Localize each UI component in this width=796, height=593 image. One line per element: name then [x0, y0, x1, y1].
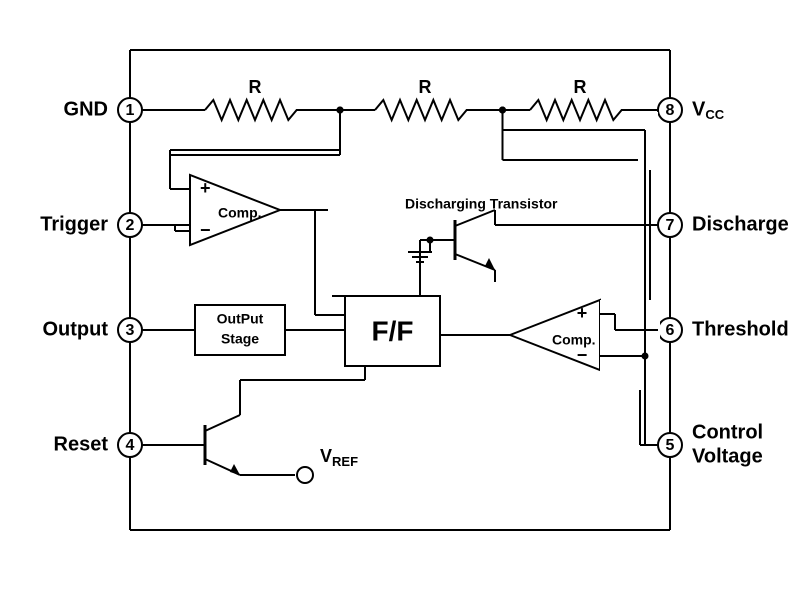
svg-text:Threshold: Threshold	[692, 318, 789, 340]
svg-text:5: 5	[666, 437, 675, 454]
diagram: 1 GND 2 Trigger 3 Output 4 Reset 8 VCC 7 Discharge 6…	[0, 0, 796, 593]
svg-text:Stage: Stage	[221, 331, 259, 347]
svg-text:+: +	[200, 178, 211, 198]
svg-text:−: −	[577, 345, 588, 365]
svg-text:R: R	[419, 77, 432, 97]
svg-text:VREF: VREF	[320, 446, 358, 470]
svg-text:3: 3	[126, 322, 135, 339]
svg-text:−: −	[200, 220, 211, 240]
svg-text:OutPut: OutPut	[217, 311, 264, 327]
svg-text:Output: Output	[42, 318, 108, 340]
svg-text:8: 8	[666, 102, 675, 119]
svg-text:Discharging Transistor: Discharging Transistor	[405, 196, 558, 212]
svg-text:4: 4	[126, 437, 135, 454]
svg-text:+: +	[577, 303, 588, 323]
svg-text:GND: GND	[64, 98, 108, 120]
svg-text:2: 2	[126, 217, 135, 234]
svg-text:Voltage: Voltage	[692, 445, 763, 467]
svg-text:VCC: VCC	[692, 98, 725, 122]
svg-text:Control: Control	[692, 421, 763, 443]
svg-text:F/F: F/F	[372, 315, 414, 346]
svg-text:Reset: Reset	[54, 433, 109, 455]
svg-text:Comp.: Comp.	[218, 205, 262, 221]
svg-text:Trigger: Trigger	[40, 213, 108, 235]
svg-text:R: R	[249, 77, 262, 97]
svg-text:7: 7	[666, 217, 675, 234]
svg-text:R: R	[574, 77, 587, 97]
svg-text:Discharge: Discharge	[692, 213, 789, 235]
svg-text:1: 1	[126, 102, 135, 119]
svg-text:6: 6	[666, 322, 675, 339]
svg-text:Comp.: Comp.	[552, 332, 596, 348]
